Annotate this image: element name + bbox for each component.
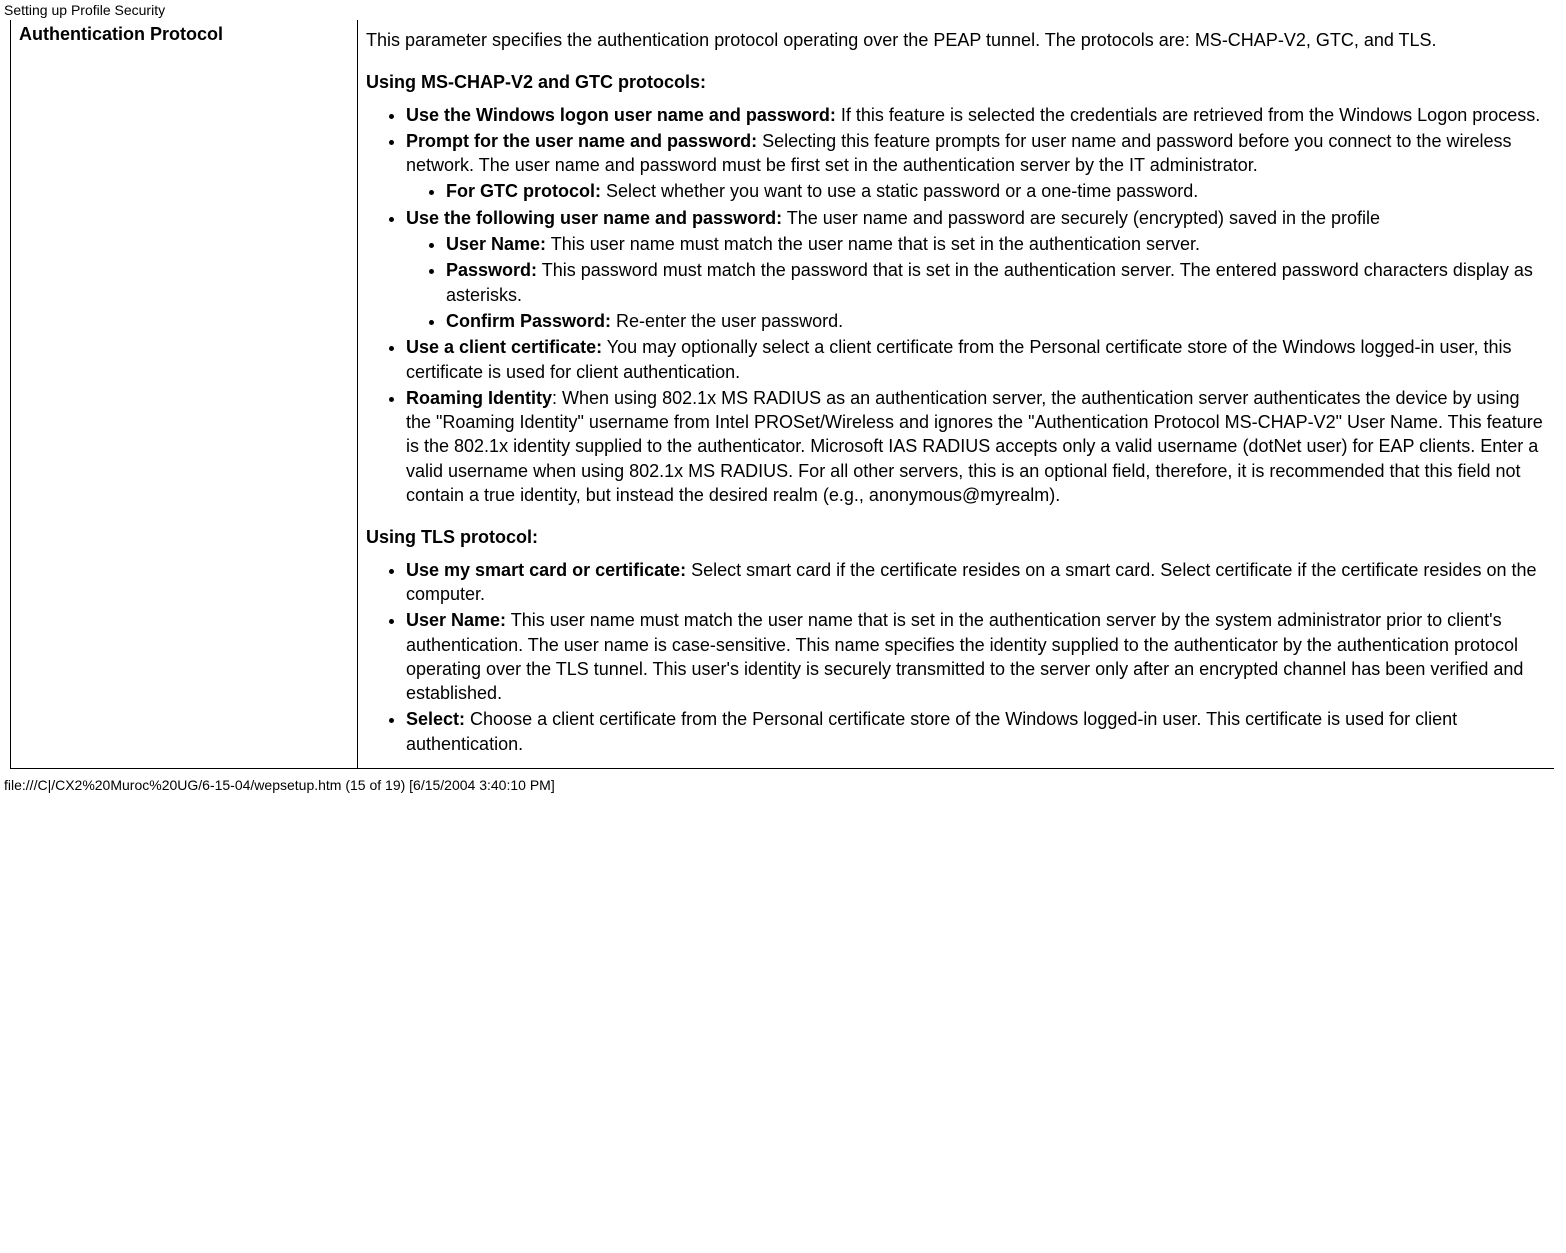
nested-list: User Name: This user name must match the…: [406, 232, 1546, 333]
item-label: Use the Windows logon user name and pass…: [406, 105, 836, 125]
item-text: If this feature is selected the credenti…: [836, 105, 1540, 125]
list-item: User Name: This user name must match the…: [446, 232, 1546, 256]
item-label: For GTC protocol:: [446, 181, 601, 201]
item-label: Use the following user name and password…: [406, 208, 782, 228]
item-label: Use my smart card or certificate:: [406, 560, 686, 580]
mschap-heading: Using MS-CHAP-V2 and GTC protocols:: [366, 70, 1546, 94]
list-item: Password: This password must match the p…: [446, 258, 1546, 307]
page-header: Setting up Profile Security: [0, 0, 1566, 20]
parameter-description-cell: This parameter specifies the authenticat…: [358, 20, 1555, 769]
nested-list: For GTC protocol: Select whether you wan…: [406, 179, 1546, 203]
footer-path: file:///C|/CX2%20Muroc%20UG/6-15-04/weps…: [0, 769, 1566, 797]
item-text: Choose a client certificate from the Per…: [406, 709, 1457, 753]
item-text: This user name must match the user name …: [406, 610, 1523, 703]
item-text: Select whether you want to use a static …: [601, 181, 1198, 201]
item-label: Use a client certificate:: [406, 337, 602, 357]
parameter-name-cell: Authentication Protocol: [11, 20, 358, 769]
tls-list: Use my smart card or certificate: Select…: [366, 558, 1546, 756]
item-label: Roaming Identity: [406, 388, 552, 408]
list-item: Use the following user name and password…: [406, 206, 1546, 333]
list-item: Use my smart card or certificate: Select…: [406, 558, 1546, 607]
list-item: Use a client certificate: You may option…: [406, 335, 1546, 384]
tls-heading: Using TLS protocol:: [366, 525, 1546, 549]
item-text: Re-enter the user password.: [611, 311, 843, 331]
list-item: For GTC protocol: Select whether you wan…: [446, 179, 1546, 203]
list-item: Use the Windows logon user name and pass…: [406, 103, 1546, 127]
list-item: Prompt for the user name and password: S…: [406, 129, 1546, 204]
item-label: Prompt for the user name and password:: [406, 131, 757, 151]
content-table: Authentication Protocol This parameter s…: [10, 20, 1554, 769]
list-item: Select: Choose a client certificate from…: [406, 707, 1546, 756]
item-text: : When using 802.1x MS RADIUS as an auth…: [406, 388, 1543, 505]
item-label: Confirm Password:: [446, 311, 611, 331]
intro-paragraph: This parameter specifies the authenticat…: [366, 28, 1546, 52]
item-label: Password:: [446, 260, 537, 280]
item-text: This user name must match the user name …: [546, 234, 1200, 254]
table-row: Authentication Protocol This parameter s…: [11, 20, 1555, 769]
list-item: User Name: This user name must match the…: [406, 608, 1546, 705]
mschap-list: Use the Windows logon user name and pass…: [366, 103, 1546, 508]
item-label: User Name:: [446, 234, 546, 254]
item-text: The user name and password are securely …: [782, 208, 1380, 228]
item-text: This password must match the password th…: [446, 260, 1533, 304]
parameter-name: Authentication Protocol: [19, 24, 223, 44]
list-item: Confirm Password: Re-enter the user pass…: [446, 309, 1546, 333]
item-label: User Name:: [406, 610, 506, 630]
list-item: Roaming Identity: When using 802.1x MS R…: [406, 386, 1546, 507]
item-label: Select:: [406, 709, 465, 729]
